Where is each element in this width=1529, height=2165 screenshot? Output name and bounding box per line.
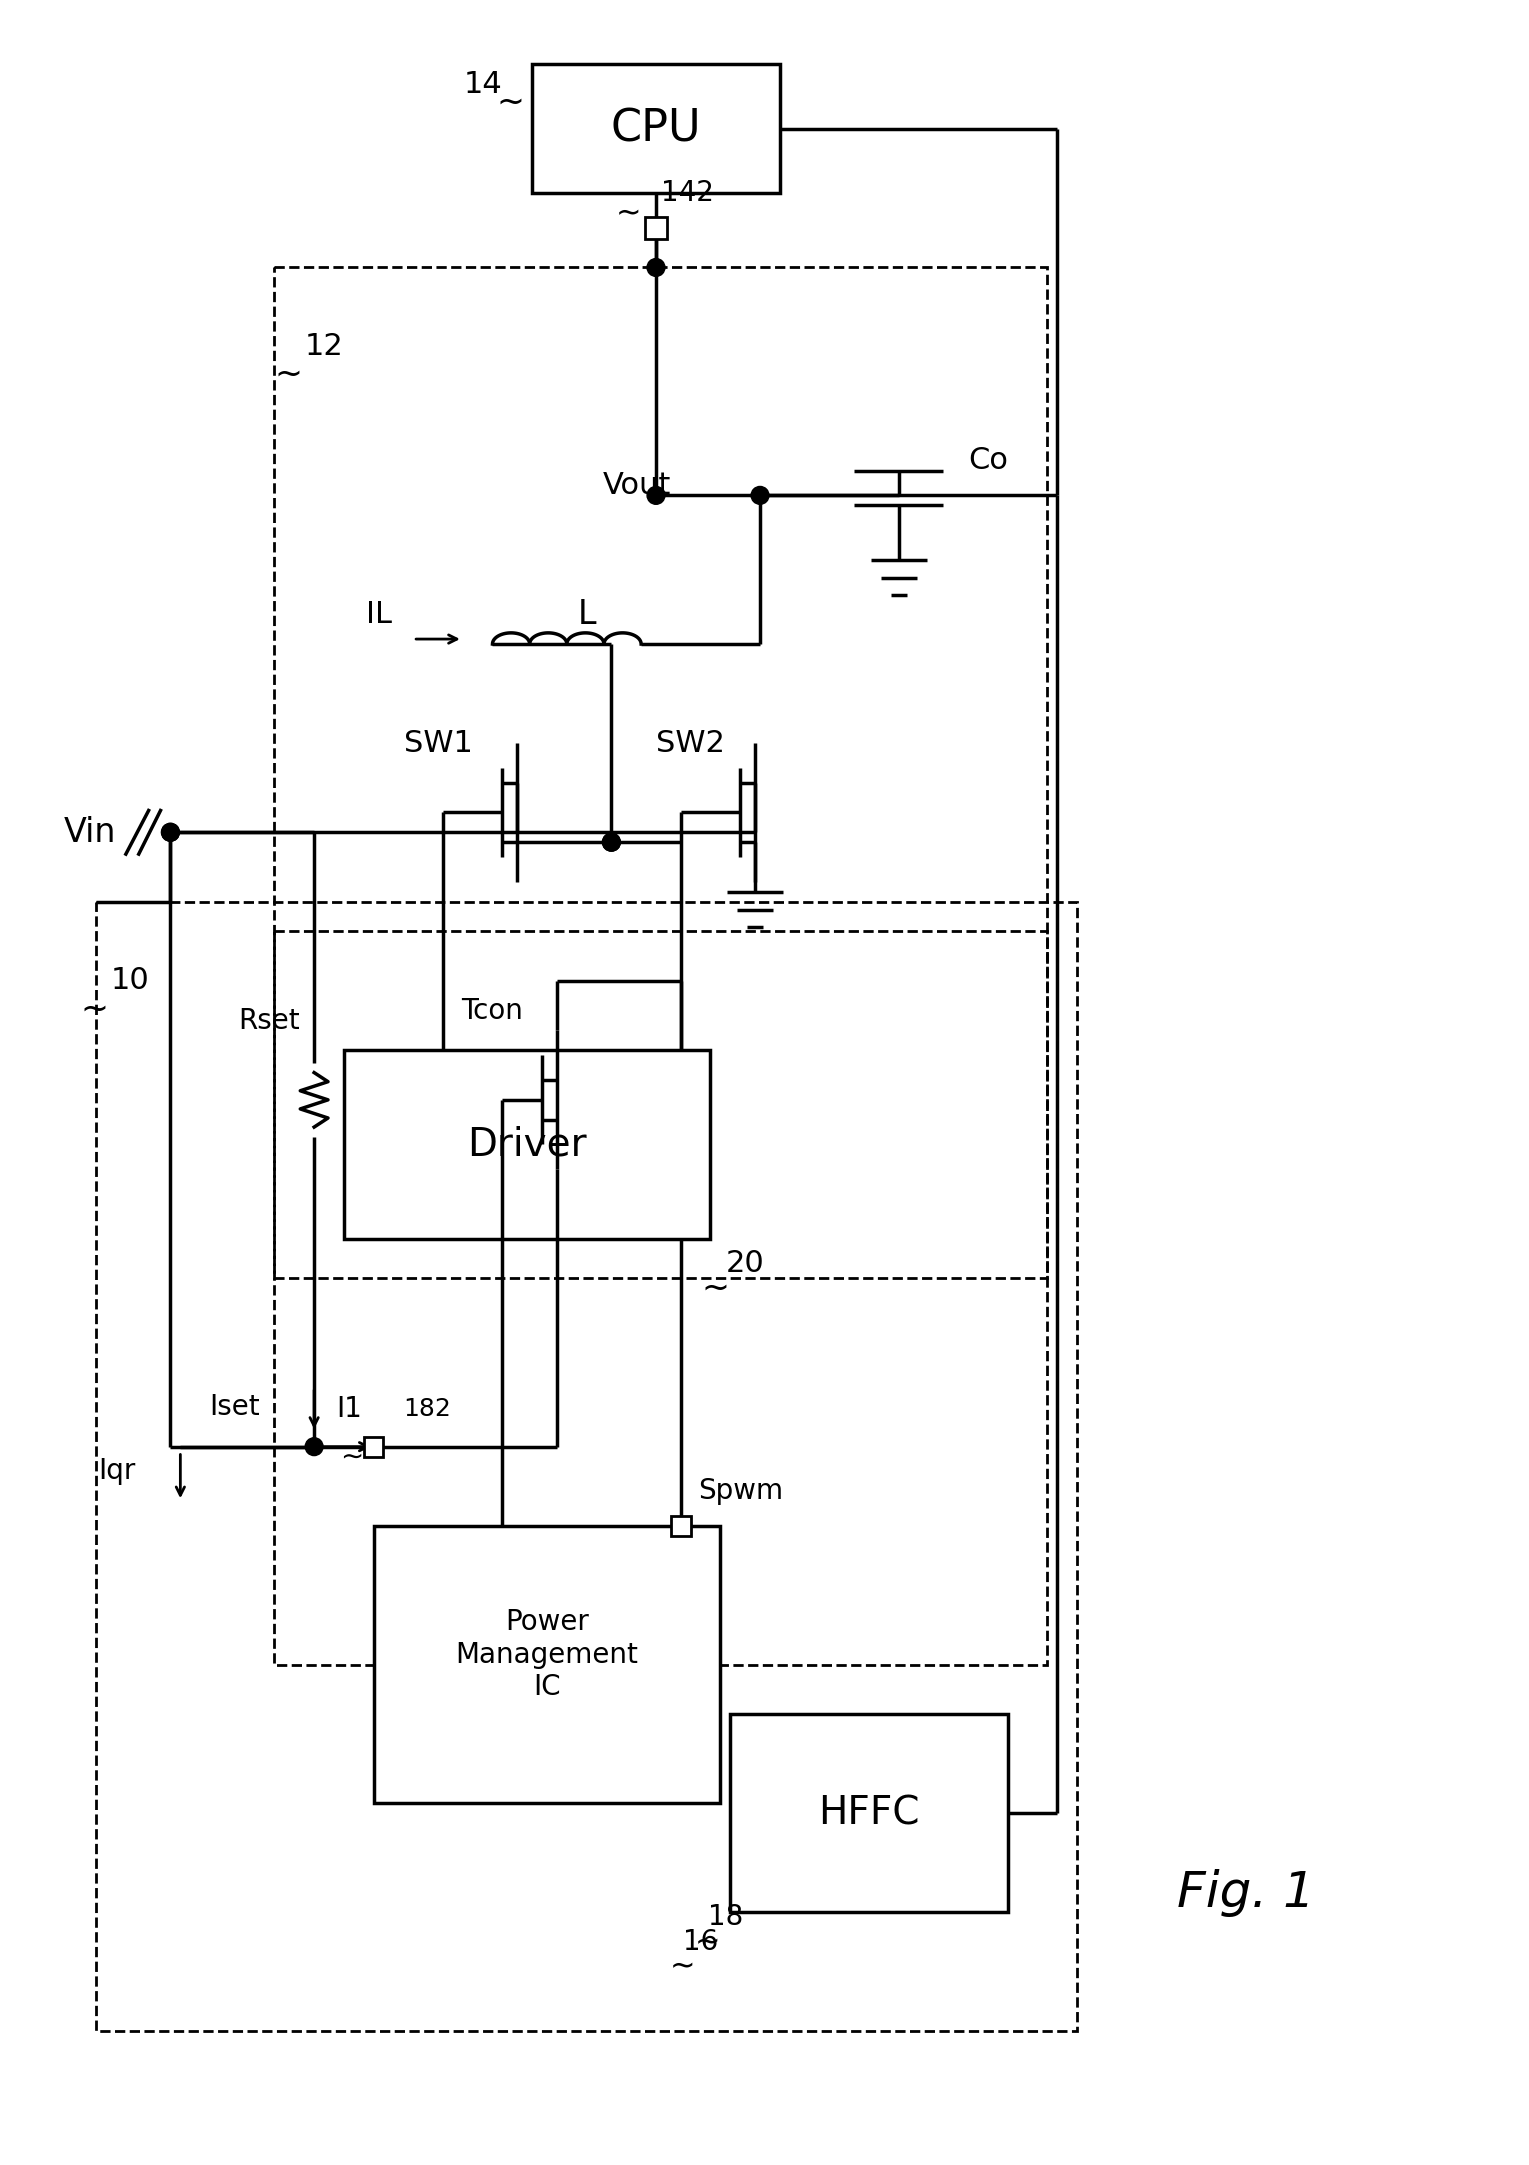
Text: HFFC: HFFC [818,1795,920,1832]
Text: 16: 16 [683,1929,719,1957]
Text: Tcon: Tcon [462,996,523,1024]
Bar [731,1715,1008,1912]
Circle shape [162,823,179,842]
Text: ∼: ∼ [670,1953,696,1981]
Text: SW2: SW2 [656,730,725,758]
Bar [344,1050,711,1238]
Text: 20: 20 [725,1249,764,1277]
Text: Vin: Vin [63,816,116,849]
Text: Rset: Rset [239,1007,300,1035]
Text: Iset: Iset [209,1392,260,1420]
Text: ∼: ∼ [616,199,641,229]
Circle shape [647,487,665,504]
Bar [96,901,1076,2031]
Circle shape [751,487,769,504]
Text: 142: 142 [661,180,714,208]
Text: Fig. 1: Fig. 1 [1177,1868,1315,1916]
Text: Iqr: Iqr [98,1457,136,1485]
Circle shape [602,834,621,851]
Text: ∼: ∼ [274,357,303,392]
Text: 10: 10 [112,966,150,996]
Text: 12: 12 [304,331,342,362]
Bar [532,65,780,193]
Text: IL: IL [365,600,391,628]
Text: Co: Co [968,446,1008,474]
Text: ∼: ∼ [497,84,524,119]
Circle shape [647,219,665,236]
Text: 14: 14 [463,69,503,100]
Text: I1: I1 [336,1394,362,1422]
Bar [275,931,1047,1665]
Text: 182: 182 [404,1396,451,1420]
Bar [364,1438,384,1457]
Text: CPU: CPU [610,108,702,149]
Circle shape [602,834,621,851]
Circle shape [647,258,665,277]
Text: SW1: SW1 [404,730,472,758]
Circle shape [162,823,179,842]
Text: ∼: ∼ [702,1271,729,1305]
Text: Spwm: Spwm [699,1477,784,1505]
Circle shape [306,1438,323,1455]
Text: Driver: Driver [468,1126,587,1163]
Text: ∼: ∼ [339,1442,364,1470]
Bar [373,1526,720,1803]
Text: ∼: ∼ [80,992,109,1026]
Text: Power
Management
IC: Power Management IC [456,1609,639,1702]
Bar [275,268,1047,1277]
Bar [671,1516,691,1535]
Text: 18: 18 [708,1903,743,1931]
Text: ∼: ∼ [694,1927,720,1957]
Text: L: L [578,598,596,630]
Text: Vout: Vout [602,472,671,500]
Bar [645,216,667,238]
